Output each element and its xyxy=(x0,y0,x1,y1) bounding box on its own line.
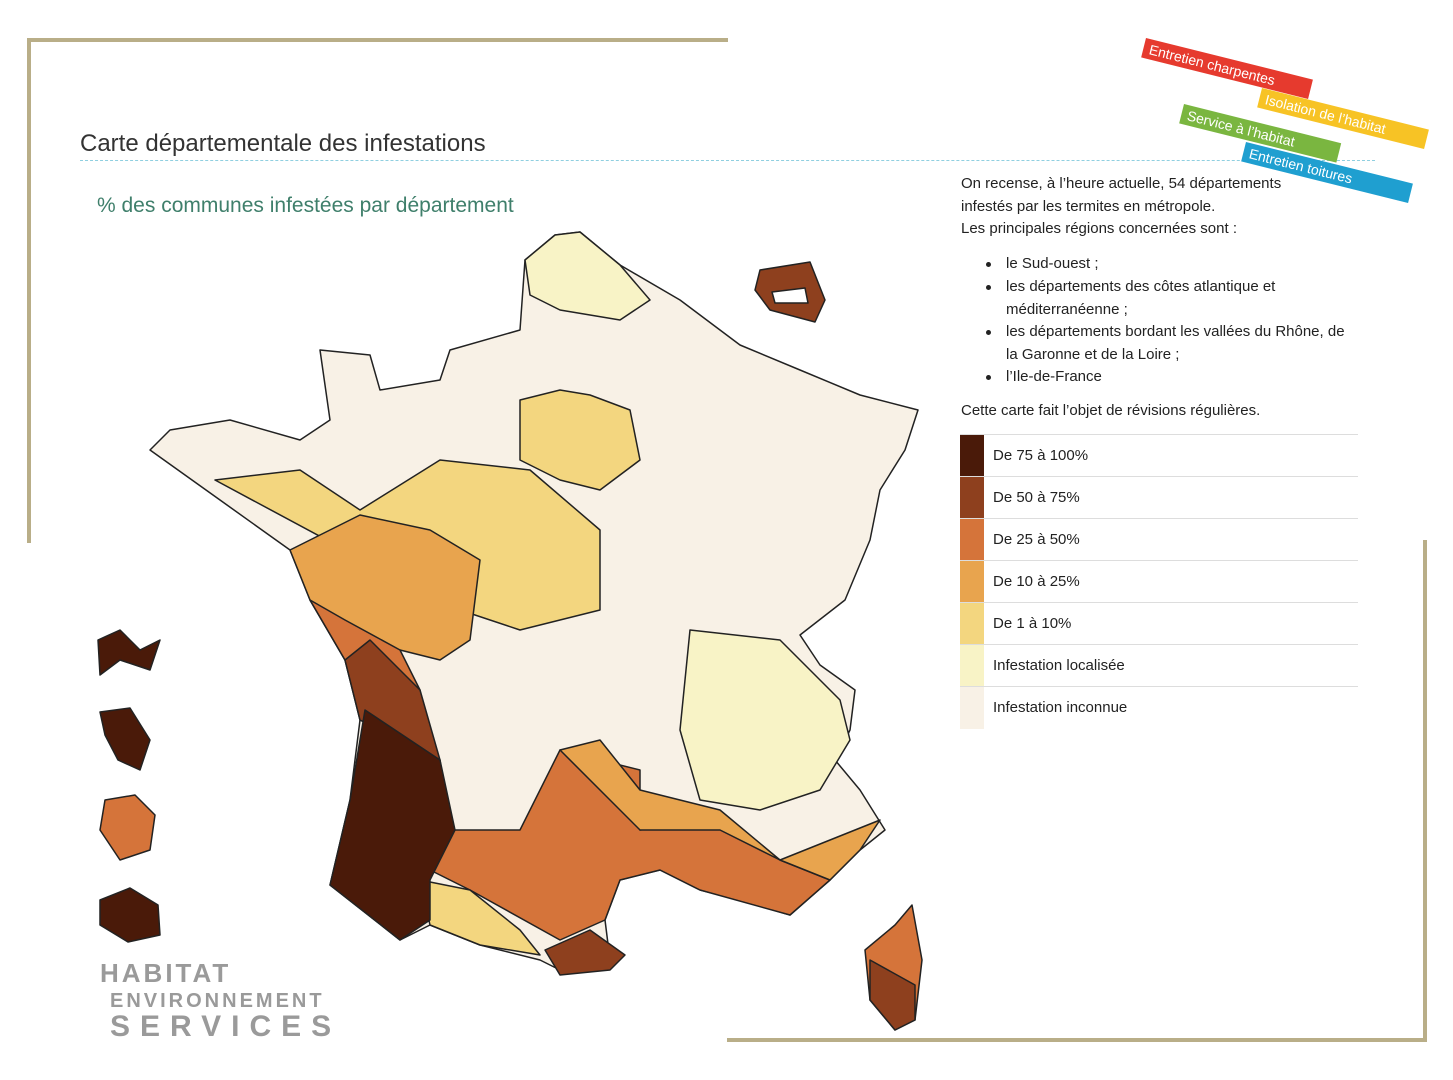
bullet: les départements des côtes atlantique et… xyxy=(986,276,1356,321)
map xyxy=(97,231,923,1031)
overseas xyxy=(99,794,156,861)
frame xyxy=(1423,540,1427,1042)
subtitle: % des communes infestées par département xyxy=(97,194,514,217)
legend-label: Infestation inconnue xyxy=(993,699,1128,716)
bullet: l’Ile-de-France xyxy=(986,366,1356,389)
legend-label: De 25 à 50% xyxy=(993,531,1080,548)
region xyxy=(344,639,441,761)
note: Cette carte fait l’objet de révisions ré… xyxy=(961,402,1261,419)
intro: On recense, à l’heure actuelle, 54 dépar… xyxy=(961,175,1282,215)
legend-swatch xyxy=(960,687,984,729)
logo-text: ENVIRONNEMENT xyxy=(110,990,325,1012)
legend-item: De 10 à 25% xyxy=(960,560,1358,603)
corsica xyxy=(869,959,916,1031)
legend-item: De 50 à 75% xyxy=(960,476,1358,519)
frame xyxy=(727,1038,1427,1042)
overseas xyxy=(97,629,161,676)
title: Carte départementale des infestations xyxy=(80,130,486,157)
region xyxy=(559,739,881,881)
banner: Entretien charpentes xyxy=(1141,38,1313,100)
legend-swatch xyxy=(960,477,984,519)
legend-item: De 1 à 10% xyxy=(960,602,1358,645)
region xyxy=(329,709,456,941)
legend-label: De 50 à 75% xyxy=(993,489,1080,506)
legend-swatch xyxy=(960,603,984,645)
legend-item: De 25 à 50% xyxy=(960,518,1358,561)
region xyxy=(524,231,651,321)
legend-swatch xyxy=(960,561,984,603)
legend-swatch xyxy=(960,435,984,477)
legend-swatch xyxy=(960,519,984,561)
frame xyxy=(27,38,31,543)
region xyxy=(679,629,851,811)
region xyxy=(419,879,541,956)
logo-text: SERVICES xyxy=(110,1010,342,1043)
divider xyxy=(80,160,1375,161)
region xyxy=(544,929,626,976)
legend-item: Infestation inconnue xyxy=(960,686,1358,729)
legend-swatch xyxy=(960,645,984,687)
frame xyxy=(27,38,728,42)
legend-label: De 75 à 100% xyxy=(993,447,1089,464)
paris-inset xyxy=(754,261,826,323)
intro: Les principales régions concernées sont … xyxy=(961,220,1237,237)
bullet: le Sud-ouest ; xyxy=(986,253,1356,276)
region xyxy=(519,389,641,491)
overseas xyxy=(99,707,151,771)
legend-item: De 75 à 100% xyxy=(960,434,1358,477)
legend-label: Infestation localisée xyxy=(993,657,1125,674)
bullet: les départements bordant les vallées du … xyxy=(986,321,1356,366)
legend-item: Infestation localisée xyxy=(960,644,1358,687)
legend-label: De 10 à 25% xyxy=(993,573,1080,590)
overseas xyxy=(99,887,161,943)
legend-label: De 1 à 10% xyxy=(993,615,1072,632)
logo-text: HABITAT xyxy=(100,958,232,988)
